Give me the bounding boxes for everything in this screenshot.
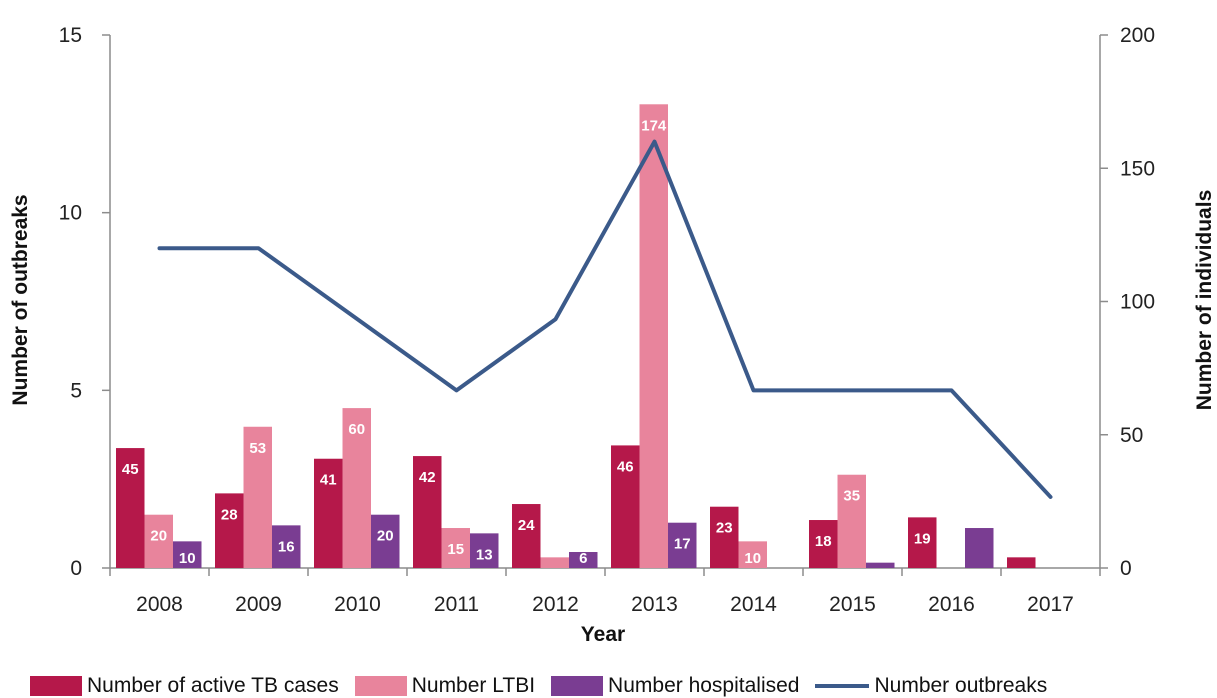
x-tick-label: 2008 bbox=[136, 593, 183, 616]
y-right-tick-label: 0 bbox=[1120, 557, 1132, 580]
chart-bars bbox=[116, 104, 1036, 568]
outbreaks-line bbox=[157, 139, 1053, 499]
outbreaks-point bbox=[951, 389, 952, 391]
bar bbox=[908, 517, 937, 568]
x-tick-label: 2011 bbox=[434, 593, 479, 616]
bar bbox=[668, 522, 697, 568]
legend-label-ltbi: Number LTBI bbox=[411, 674, 536, 697]
outbreaks-point bbox=[654, 141, 655, 143]
x-axis-title: Year bbox=[581, 623, 625, 646]
bar-data-label: 53 bbox=[249, 440, 266, 457]
bar bbox=[173, 541, 202, 568]
legend-label-hospitalised: Number hospitalised bbox=[608, 674, 800, 697]
bar-data-label: 10 bbox=[744, 550, 761, 567]
bar-data-label: 35 bbox=[843, 488, 860, 505]
bar-data-label: 24 bbox=[518, 517, 535, 534]
bar-data-label: 41 bbox=[320, 472, 337, 489]
bar bbox=[116, 448, 145, 568]
y-right-tick-label: 200 bbox=[1120, 24, 1155, 47]
bar bbox=[215, 493, 244, 568]
outbreaks-point bbox=[852, 389, 853, 391]
x-tick-label: 2013 bbox=[631, 593, 678, 616]
bar-data-label: 18 bbox=[815, 533, 832, 550]
legend-item-active-tb: Number of active TB cases bbox=[30, 674, 339, 698]
bar-data-label: 174 bbox=[641, 117, 667, 134]
bar bbox=[371, 514, 400, 568]
bar-data-label: 20 bbox=[377, 528, 394, 545]
legend-swatch-ltbi bbox=[354, 676, 407, 696]
outbreaks-point bbox=[555, 318, 556, 320]
bar bbox=[639, 104, 668, 568]
y-axis-left-title: Number of outbreaks bbox=[9, 194, 32, 405]
x-tick-label: 2010 bbox=[334, 593, 381, 616]
outbreaks-point bbox=[456, 389, 457, 391]
bar bbox=[611, 445, 640, 568]
bar bbox=[342, 408, 371, 568]
y-right-tick-label: 50 bbox=[1120, 424, 1143, 447]
y-left-tick-label: 5 bbox=[70, 379, 82, 402]
bar bbox=[738, 541, 767, 568]
bar bbox=[540, 557, 569, 568]
bar-data-label: 28 bbox=[221, 506, 238, 523]
bar bbox=[837, 474, 866, 568]
legend-swatch-hospitalised bbox=[551, 676, 604, 696]
legend-item-hospitalised: Number hospitalised bbox=[551, 674, 799, 698]
x-tick-label: 2014 bbox=[730, 593, 777, 616]
bar bbox=[866, 562, 895, 568]
y-right-tick-label: 150 bbox=[1120, 157, 1155, 180]
bar-data-label: 10 bbox=[179, 550, 196, 567]
chart-legend: Number of active TB cases Number LTBI Nu… bbox=[30, 674, 1217, 698]
bar-data-label: 13 bbox=[476, 546, 493, 563]
bar-data-label: 42 bbox=[419, 469, 436, 486]
bar-data-label: 6 bbox=[579, 550, 587, 567]
y-right-tick-label: 100 bbox=[1120, 291, 1155, 314]
y-left-tick-label: 15 bbox=[59, 24, 82, 47]
bar-data-label: 23 bbox=[716, 520, 733, 537]
bar-data-label: 15 bbox=[447, 541, 464, 558]
bar-data-label: 46 bbox=[617, 458, 634, 475]
x-tick-label: 2017 bbox=[1027, 593, 1074, 616]
bar bbox=[272, 525, 301, 568]
legend-item-ltbi: Number LTBI bbox=[354, 674, 536, 698]
bar bbox=[243, 426, 272, 568]
bar bbox=[413, 456, 442, 568]
bar bbox=[809, 520, 838, 568]
x-tick-label: 2016 bbox=[928, 593, 975, 616]
x-tick-label: 2009 bbox=[235, 593, 282, 616]
legend-swatch-outbreaks bbox=[815, 684, 870, 688]
x-tick-label: 2012 bbox=[532, 593, 579, 616]
chart-line bbox=[157, 139, 1053, 499]
bar bbox=[710, 506, 739, 568]
bar-data-label: 19 bbox=[914, 530, 931, 547]
legend-swatch-active-tb bbox=[30, 676, 82, 696]
legend-item-outbreaks: Number outbreaks bbox=[815, 674, 1047, 698]
outbreaks-point bbox=[1050, 496, 1051, 498]
bar bbox=[441, 528, 470, 568]
bar bbox=[1007, 557, 1036, 568]
bar-data-label: 45 bbox=[122, 461, 139, 478]
outbreaks-point bbox=[357, 318, 358, 320]
outbreaks-point bbox=[753, 389, 754, 391]
chart-data-labels: 45 28 41 42 24 46 23 18 19 20 53 60 15 174 10 35 10 16 20 1… bbox=[122, 117, 931, 567]
bar-data-label: 60 bbox=[348, 421, 365, 438]
bar bbox=[470, 533, 499, 568]
legend-label-outbreaks: Number outbreaks bbox=[874, 674, 1048, 697]
outbreaks-point bbox=[258, 247, 259, 249]
bar bbox=[569, 552, 598, 568]
legend-label-active-tb: Number of active TB cases bbox=[87, 674, 339, 697]
bar bbox=[965, 528, 994, 568]
bar-data-label: 20 bbox=[150, 528, 167, 545]
x-tick-label: 2015 bbox=[829, 593, 876, 616]
outbreaks-point bbox=[159, 247, 160, 249]
bar bbox=[314, 458, 343, 568]
y-left-tick-label: 0 bbox=[70, 557, 82, 580]
bar-data-label: 16 bbox=[278, 538, 295, 555]
bar bbox=[512, 504, 541, 568]
bar bbox=[144, 514, 173, 568]
y-axis-right-title: Number of individuals bbox=[1193, 190, 1216, 411]
y-left-tick-label: 10 bbox=[59, 202, 82, 225]
bar-data-label: 17 bbox=[674, 536, 691, 553]
